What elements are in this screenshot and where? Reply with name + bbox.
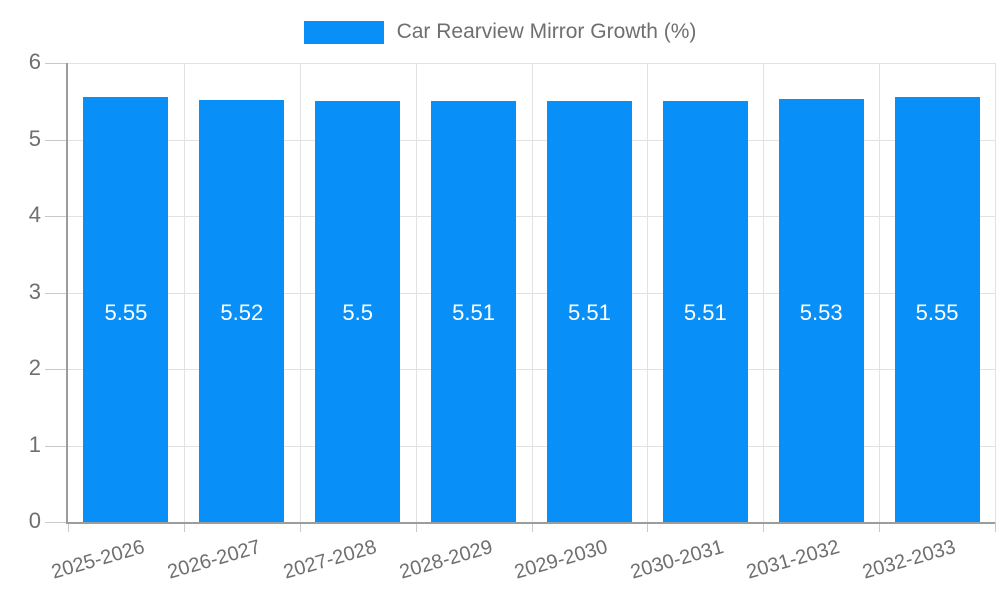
y-axis-label: 3 [28,278,41,304]
gridline-vertical [299,63,301,522]
x-axis-tick [415,522,417,532]
y-axis-label: 1 [28,431,41,457]
bar-2031-2032[interactable] [778,98,864,522]
gridline-vertical [995,63,996,522]
y-axis-tick [45,216,67,217]
bar-2032-2033[interactable] [894,97,980,522]
legend[interactable]: Car Rearview Mirror Growth (%) [0,20,1000,44]
plot-area: 0 1 2 3 4 5 6 5.55 2025-2026 5.52 2026-2027 5.5 2027… [29,49,996,584]
y-axis-tick [45,369,67,370]
y-axis-tick [45,445,67,447]
legend-swatch [303,20,384,44]
y-axis-tick [45,139,67,141]
gridline-vertical [647,63,649,522]
y-axis-line [66,63,68,524]
bar-2027-2028[interactable] [315,101,401,522]
y-axis-tick [45,292,67,294]
legend-label: Car Rearview Mirror Growth (%) [396,20,697,43]
gridline-vertical [183,63,185,522]
y-axis-label: 5 [28,125,41,151]
x-axis-tick [299,522,301,532]
gridline-vertical [415,63,417,522]
y-axis-tick [45,522,67,523]
bar-2028-2029[interactable] [431,100,517,522]
y-axis-label: 4 [28,201,41,227]
x-axis-tick [879,522,881,532]
x-axis-tick [763,522,765,532]
x-axis-line [66,522,995,524]
x-axis-tick [995,522,996,532]
y-axis-tick [45,63,67,64]
x-axis-tick [183,522,185,532]
gridline-vertical [531,63,533,522]
x-axis-tick [647,522,649,532]
y-axis-label: 0 [28,507,41,533]
bar-2030-2031[interactable] [662,100,748,522]
bar-2026-2027[interactable] [199,99,285,522]
y-axis-label: 2 [28,354,41,380]
bar-2025-2026[interactable] [83,97,169,522]
gridline-vertical [879,63,881,522]
x-axis-tick [68,522,69,532]
gridline-vertical [763,63,765,522]
y-axis-label: 6 [28,48,41,74]
bar-2029-2030[interactable] [546,100,632,522]
x-axis-tick [531,522,533,532]
